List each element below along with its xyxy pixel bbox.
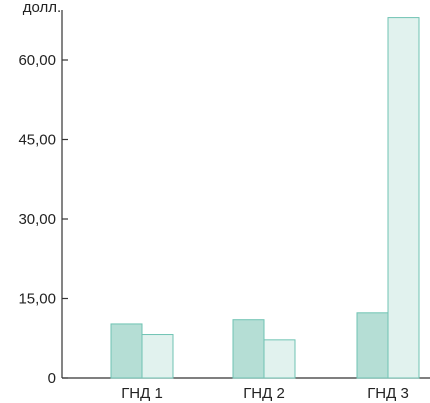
bar-2-3	[387, 17, 420, 379]
y-axis-label: долл.	[23, 0, 61, 16]
bar-1-1	[110, 323, 143, 379]
bar-1-3	[356, 312, 389, 379]
y-ticks: 0 15,00 30,00 45,00 60,00	[18, 52, 68, 387]
bars	[110, 17, 420, 379]
y-tick-label: 60,00	[18, 52, 56, 69]
x-tick-label: ГНД 1	[121, 385, 163, 402]
y-tick-label: 30,00	[18, 211, 56, 228]
x-tick-label: ГНД 3	[367, 385, 409, 402]
bar-1-2	[232, 319, 265, 379]
y-tick-label: 45,00	[18, 132, 56, 149]
bar-2-1	[141, 334, 174, 379]
y-tick-label: 15,00	[18, 291, 56, 308]
x-tick-label: ГНД 2	[243, 385, 285, 402]
x-ticks: ГНД 1 ГНД 2 ГНД 3	[121, 385, 409, 402]
bar-2-2	[263, 339, 296, 379]
y-tick-label: 0	[48, 370, 56, 387]
